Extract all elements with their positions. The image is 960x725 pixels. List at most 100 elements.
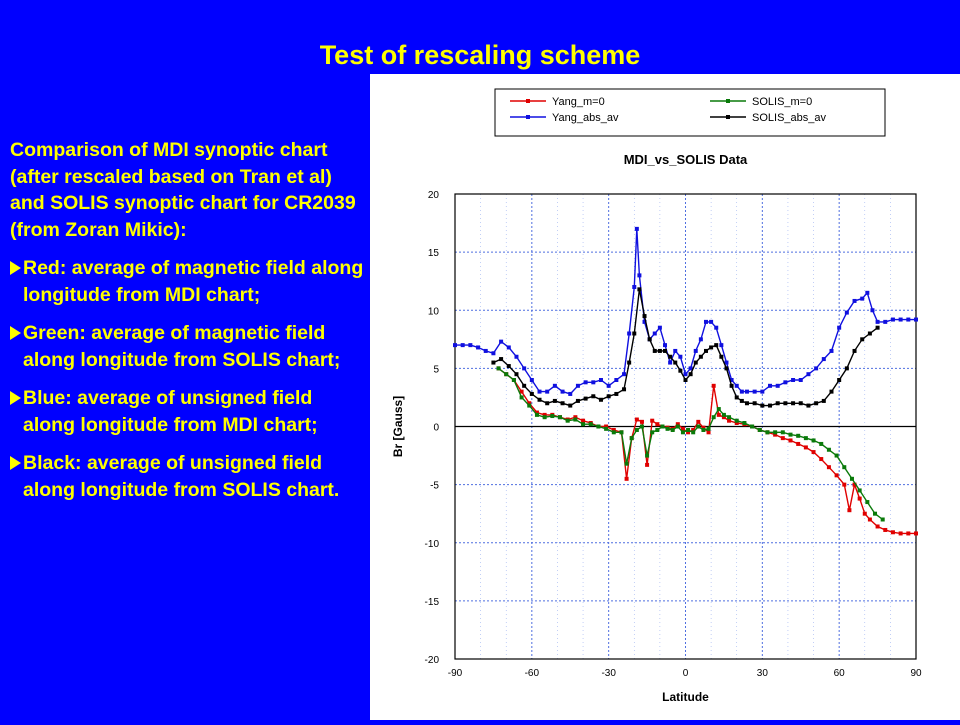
- legend-label: SOLIS_abs_av: [752, 112, 826, 124]
- data-point: [511, 378, 516, 382]
- data-point: [819, 457, 824, 462]
- data-point: [527, 401, 532, 406]
- data-point: [506, 364, 511, 369]
- y-tick-label: 20: [428, 190, 440, 201]
- arrow-bullet-icon: [10, 456, 21, 470]
- data-point: [534, 410, 539, 415]
- x-tick-label: 90: [910, 668, 922, 679]
- data-point: [714, 325, 719, 330]
- data-point: [734, 418, 739, 423]
- data-point: [619, 430, 624, 435]
- data-point: [622, 372, 627, 377]
- data-point: [686, 427, 691, 432]
- data-point: [698, 354, 703, 359]
- data-point: [783, 401, 788, 406]
- data-point: [837, 325, 842, 330]
- data-point: [575, 398, 580, 403]
- data-point: [739, 398, 744, 403]
- data-point: [857, 496, 862, 501]
- data-point: [890, 530, 895, 535]
- data-point: [660, 424, 665, 429]
- data-point: [819, 441, 824, 446]
- data-point: [560, 389, 565, 394]
- data-point: [744, 401, 749, 406]
- data-point: [691, 427, 696, 432]
- data-point: [852, 348, 857, 353]
- data-point: [716, 412, 721, 417]
- data-point: [611, 430, 616, 435]
- data-point: [873, 511, 878, 516]
- data-point: [611, 427, 616, 432]
- legend-label: Yang_m=0: [552, 96, 605, 108]
- data-point: [880, 517, 885, 522]
- bullet-blue: Blue: average of unsigned field along lo…: [10, 385, 365, 438]
- data-point: [688, 372, 693, 377]
- data-point: [652, 331, 657, 336]
- data-point: [734, 395, 739, 400]
- data-point: [655, 427, 660, 432]
- bullet-black: Black: average of unsigned field along l…: [10, 450, 365, 503]
- data-point: [906, 317, 911, 322]
- data-point: [663, 343, 668, 348]
- arrow-bullet-icon: [10, 261, 21, 275]
- data-point: [468, 343, 473, 348]
- slide-title: Test of rescaling scheme: [319, 40, 641, 70]
- data-point: [788, 438, 793, 443]
- data-point: [711, 415, 716, 420]
- bullet-red: Red: average of magnetic field along lon…: [10, 255, 365, 308]
- data-point: [652, 348, 657, 353]
- data-point: [788, 432, 793, 437]
- data-point: [852, 482, 857, 487]
- legend-label: Yang_abs_av: [552, 112, 619, 124]
- data-point: [842, 482, 847, 487]
- data-point: [780, 430, 785, 435]
- data-point: [683, 372, 688, 377]
- data-point: [719, 354, 724, 359]
- data-point: [591, 394, 596, 399]
- line-chart: -90 -60 -30 0 30 60 90 -20 -15 -10 -5 0 5 10 15 20 Latit…: [391, 88, 922, 704]
- data-point: [522, 366, 527, 371]
- data-point: [914, 317, 918, 322]
- data-point: [760, 403, 765, 408]
- data-point: [842, 465, 847, 470]
- data-point: [680, 426, 685, 431]
- data-point: [598, 378, 603, 382]
- y-axis-label: Br [Gauss]: [391, 396, 405, 457]
- data-point: [642, 314, 647, 319]
- data-point: [803, 436, 808, 441]
- data-point: [829, 348, 834, 353]
- bullet-green: Green: average of magnetic field along l…: [10, 320, 365, 373]
- data-point: [709, 345, 714, 350]
- data-point: [645, 462, 650, 467]
- data-point: [529, 378, 534, 382]
- data-point: [703, 319, 708, 324]
- data-point: [701, 425, 706, 430]
- data-point: [826, 465, 831, 470]
- data-point: [783, 380, 788, 385]
- data-point: [639, 419, 644, 424]
- data-point: [529, 391, 534, 396]
- data-point: [821, 357, 826, 362]
- data-point: [860, 337, 865, 342]
- data-point: [849, 476, 854, 481]
- legend-swatch-marker: [726, 115, 730, 119]
- data-point: [750, 424, 755, 429]
- data-point: [537, 389, 542, 394]
- data-point: [622, 387, 627, 392]
- data-point: [558, 415, 563, 420]
- data-point: [606, 383, 611, 388]
- description-panel: Comparison of MDI synoptic chart (after …: [10, 137, 365, 515]
- y-tick-label: 5: [433, 364, 439, 375]
- data-point: [898, 531, 903, 536]
- data-point: [596, 424, 601, 429]
- data-point: [696, 419, 701, 424]
- data-point: [550, 414, 555, 419]
- data-point: [739, 389, 744, 394]
- data-point: [655, 422, 660, 427]
- arrow-bullet-icon: [10, 391, 21, 405]
- data-point: [734, 383, 739, 388]
- data-point: [673, 360, 678, 365]
- data-point: [829, 389, 834, 394]
- data-point: [588, 422, 593, 427]
- data-point: [527, 403, 532, 408]
